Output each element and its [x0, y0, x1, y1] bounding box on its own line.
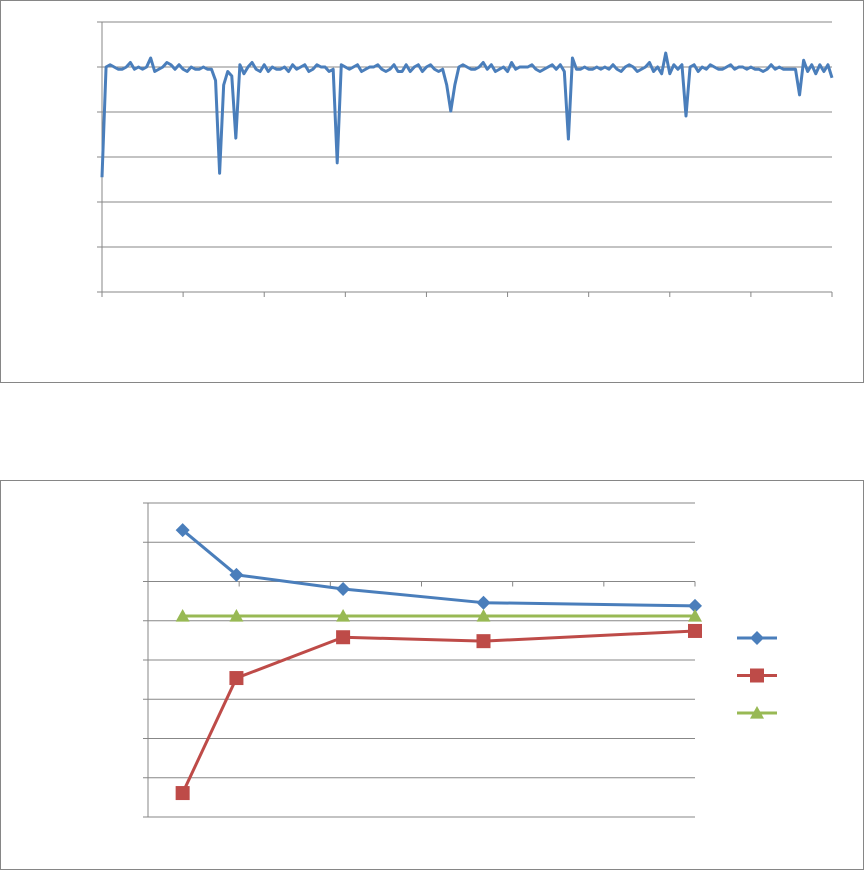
point	[336, 581, 351, 596]
point	[688, 598, 702, 613]
point	[175, 786, 190, 801]
chart-frame	[0, 0, 864, 383]
series-line	[100, 51, 834, 178]
legend-marker	[750, 706, 764, 719]
point	[229, 671, 244, 686]
legend-marker	[750, 668, 764, 683]
point	[336, 609, 351, 622]
point	[476, 634, 491, 649]
point	[476, 595, 491, 610]
point	[688, 609, 702, 622]
point	[336, 630, 351, 645]
point	[476, 609, 491, 622]
point	[229, 609, 244, 622]
point	[688, 623, 702, 638]
legend-marker	[750, 631, 764, 645]
point	[229, 567, 244, 582]
chart-frame	[0, 480, 864, 870]
point	[175, 609, 190, 622]
point	[175, 523, 190, 538]
